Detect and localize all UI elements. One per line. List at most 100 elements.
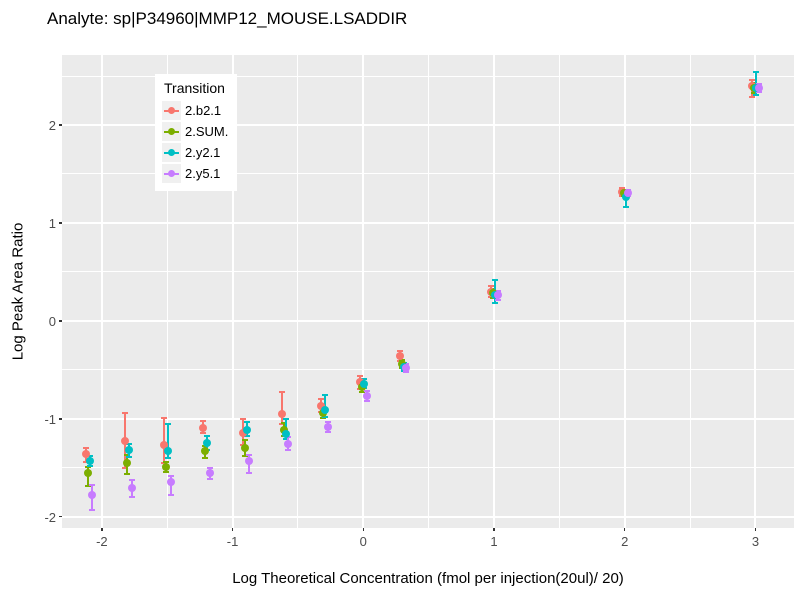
error-bar-cap	[122, 466, 128, 469]
error-bar-cap	[357, 374, 364, 377]
data-point	[321, 405, 330, 414]
data-point	[754, 83, 763, 92]
x-tick-label: 3	[751, 534, 760, 549]
error-bar-cap	[167, 494, 174, 497]
error-bar-cap	[246, 454, 253, 457]
gridline-y-minor	[62, 75, 794, 77]
error-bar-cap	[749, 95, 756, 98]
data-point	[493, 291, 502, 300]
gridline-x-minor	[689, 55, 691, 528]
legend-point-icon	[168, 128, 175, 135]
x-tick-mark	[101, 528, 103, 531]
x-tick-mark	[754, 528, 757, 531]
gridline-x-major	[623, 55, 626, 528]
error-bar-cap	[89, 484, 96, 487]
error-bar-cap	[84, 485, 91, 488]
error-bar-cap	[246, 471, 253, 474]
data-point	[238, 428, 247, 437]
gridline-x-major	[754, 55, 757, 528]
legend-item-label: 2.b2.1	[185, 103, 222, 118]
data-point	[277, 409, 286, 418]
data-point	[395, 352, 404, 361]
error-bar-cap	[165, 456, 172, 459]
legend-items: 2.b2.1 2.SUM. 2.y2.1 2.y5.1	[162, 100, 228, 184]
error-bar-cap	[280, 421, 287, 424]
error-bar	[280, 392, 283, 424]
data-point	[203, 439, 212, 448]
y-tick-label: 2	[48, 118, 56, 134]
error-bar-cap	[86, 455, 93, 458]
plot-title: Analyte: sp|P34960|MMP12_MOUSE.LSADDIR	[47, 9, 408, 28]
x-tick-label: 0	[359, 534, 367, 549]
gridline-y-major	[62, 221, 794, 224]
gridline-y-major	[62, 515, 794, 518]
data-point	[362, 392, 371, 401]
data-point	[199, 423, 208, 432]
data-point	[281, 430, 290, 439]
error-bar-cap	[324, 430, 331, 433]
x-tick-mark	[493, 528, 495, 531]
error-bar-cap	[128, 478, 135, 481]
gridline-x-minor	[166, 55, 168, 528]
data-point	[284, 440, 293, 449]
data-point	[619, 188, 628, 197]
data-point	[205, 468, 214, 477]
error-bar-cap	[322, 394, 329, 397]
data-point	[245, 456, 254, 465]
data-point	[123, 458, 131, 467]
data-point	[125, 446, 133, 455]
legend-item: 2.y5.1	[162, 163, 228, 184]
error-bar-cap	[202, 456, 209, 459]
error-bar-cap	[89, 508, 96, 511]
y-tick-mark	[59, 320, 62, 322]
error-bar-cap	[167, 474, 174, 477]
error-bar-cap	[359, 391, 366, 394]
gridline-y-minor	[62, 271, 794, 273]
error-bar-cap	[243, 420, 250, 423]
error-bar-cap	[492, 278, 498, 281]
error-bar-cap	[165, 422, 172, 425]
gridline-x-major	[100, 55, 103, 528]
data-point	[81, 450, 90, 459]
error-bar-cap	[241, 439, 248, 442]
error-bar-cap	[163, 470, 170, 473]
error-bar-cap	[200, 419, 207, 422]
legend-item-label: 2.y5.1	[185, 166, 221, 181]
error-bar-cap	[749, 78, 756, 81]
data-point	[127, 484, 136, 493]
data-point	[279, 425, 288, 434]
error-bar-cap	[86, 464, 93, 467]
error-bar-cap	[363, 390, 370, 393]
data-point	[201, 447, 210, 456]
data-point	[624, 188, 633, 197]
y-tick-mark	[59, 418, 62, 420]
legend-key-glyph	[162, 122, 181, 141]
data-point	[166, 478, 175, 487]
error-bar-cap	[124, 472, 130, 475]
legend-point-icon	[168, 170, 175, 177]
error-bar-cap	[753, 93, 760, 96]
error-bar-cap	[751, 91, 758, 94]
error-bar-cap	[492, 302, 498, 305]
error-bar-cap	[124, 454, 130, 457]
data-point	[621, 193, 630, 202]
data-point	[164, 447, 173, 456]
gridline-y-major	[62, 417, 794, 420]
data-point	[402, 363, 410, 372]
gridline-x-minor	[428, 55, 430, 528]
legend-item-label: 2.SUM.	[185, 124, 229, 139]
error-bar-cap	[363, 400, 370, 403]
data-point	[317, 402, 326, 411]
gridline-y-major	[62, 124, 794, 127]
data-point	[83, 468, 92, 477]
legend-point-icon	[168, 149, 175, 156]
error-bar-cap	[494, 299, 501, 302]
error-bar-cap	[126, 443, 132, 446]
y-tick-label: -1	[44, 411, 56, 427]
error-bar-cap	[282, 438, 289, 441]
error-bar-cap	[122, 411, 128, 414]
x-tick-mark	[623, 528, 626, 531]
gridline-y-minor	[62, 173, 794, 175]
gridline-x-major	[231, 55, 234, 528]
